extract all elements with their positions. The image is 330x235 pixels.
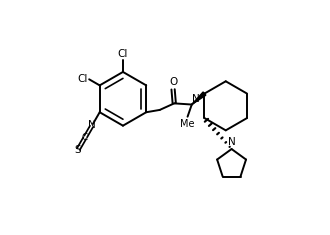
Text: C: C [82, 133, 88, 142]
Polygon shape [192, 92, 206, 105]
Text: O: O [169, 77, 177, 87]
Text: S: S [74, 145, 81, 156]
Text: Me: Me [180, 119, 195, 129]
Text: N: N [192, 94, 200, 104]
Text: Cl: Cl [118, 49, 128, 59]
Text: N: N [228, 137, 235, 147]
Text: N: N [88, 120, 96, 130]
Text: Cl: Cl [78, 74, 88, 84]
